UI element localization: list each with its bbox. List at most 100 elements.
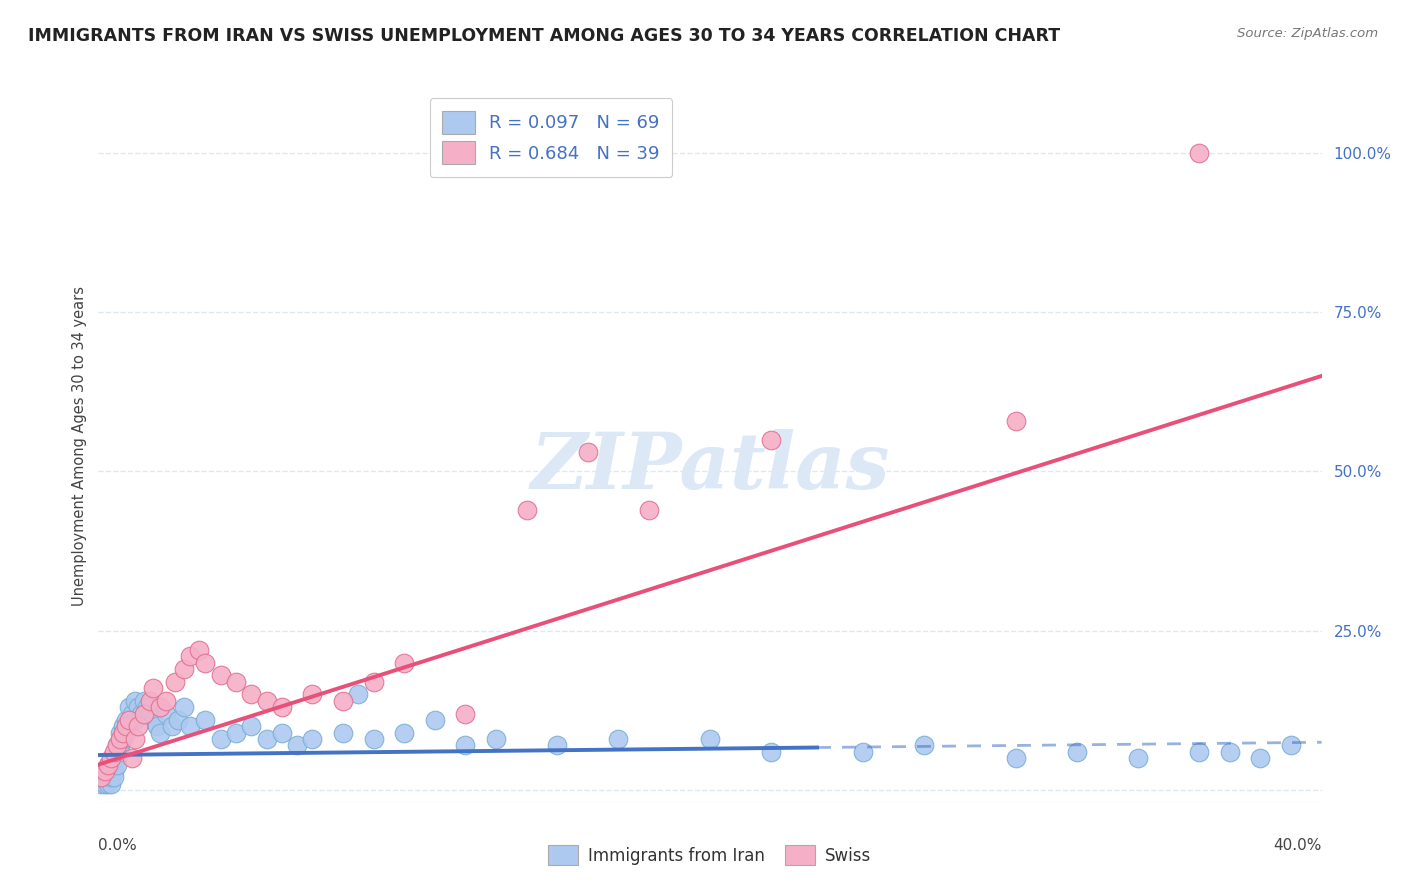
Point — [134, 694, 156, 708]
Point — [392, 725, 416, 739]
Point — [108, 725, 131, 739]
Point — [1219, 745, 1241, 759]
Point — [1279, 739, 1302, 753]
Point — [285, 739, 308, 753]
Point — [93, 777, 115, 791]
Point — [240, 719, 263, 733]
Point — [240, 688, 263, 702]
Point — [139, 694, 162, 708]
Point — [127, 719, 149, 733]
Point — [115, 725, 138, 739]
Point — [699, 732, 721, 747]
Point — [103, 770, 125, 784]
Point — [108, 745, 131, 759]
Point — [209, 668, 232, 682]
Point — [167, 713, 190, 727]
Point — [127, 700, 149, 714]
Point — [105, 739, 128, 753]
Point — [1188, 745, 1211, 759]
Text: ZIPatlas: ZIPatlas — [530, 429, 890, 506]
Point — [93, 764, 115, 778]
Point — [454, 706, 477, 721]
Point — [100, 777, 122, 791]
Point — [607, 732, 630, 747]
Point — [301, 688, 323, 702]
Point — [129, 706, 152, 721]
Point — [145, 719, 167, 733]
Point — [121, 751, 143, 765]
Point — [194, 713, 217, 727]
Point — [1249, 751, 1271, 765]
Point — [160, 719, 183, 733]
Point — [103, 751, 125, 765]
Point — [108, 739, 131, 753]
Point — [1128, 751, 1150, 765]
Point — [115, 713, 138, 727]
Point — [97, 757, 120, 772]
Point — [454, 739, 477, 753]
Point — [179, 649, 201, 664]
Point — [118, 713, 141, 727]
Point — [111, 719, 134, 733]
Point — [173, 662, 195, 676]
Point — [912, 739, 935, 753]
Point — [485, 732, 508, 747]
Legend: Immigrants from Iran, Swiss: Immigrants from Iran, Swiss — [540, 837, 880, 873]
Point — [225, 674, 247, 689]
Point — [1066, 745, 1088, 759]
Point — [111, 725, 134, 739]
Point — [90, 777, 112, 791]
Point — [124, 713, 146, 727]
Point — [179, 719, 201, 733]
Point — [100, 764, 122, 778]
Point — [115, 719, 138, 733]
Point — [103, 764, 125, 778]
Point — [100, 751, 122, 765]
Point — [209, 732, 232, 747]
Point — [142, 681, 165, 695]
Point — [363, 732, 385, 747]
Point — [121, 706, 143, 721]
Point — [256, 694, 278, 708]
Text: 40.0%: 40.0% — [1274, 838, 1322, 853]
Point — [392, 656, 416, 670]
Point — [1188, 145, 1211, 160]
Point — [576, 445, 599, 459]
Point — [225, 725, 247, 739]
Point — [105, 751, 128, 765]
Point — [332, 725, 354, 739]
Point — [100, 770, 122, 784]
Point — [256, 732, 278, 747]
Point — [97, 757, 120, 772]
Point — [163, 674, 186, 689]
Text: 0.0%: 0.0% — [98, 838, 138, 853]
Point — [134, 706, 156, 721]
Point — [637, 502, 661, 516]
Point — [194, 656, 217, 670]
Point — [759, 745, 782, 759]
Point — [516, 502, 538, 516]
Point — [1004, 413, 1026, 427]
Text: Source: ZipAtlas.com: Source: ZipAtlas.com — [1237, 27, 1378, 40]
Point — [155, 694, 177, 708]
Point — [124, 694, 146, 708]
Point — [108, 732, 131, 747]
Point — [136, 700, 159, 714]
Point — [118, 700, 141, 714]
Point — [90, 770, 112, 784]
Point — [124, 732, 146, 747]
Point — [270, 725, 292, 739]
Point — [93, 764, 115, 778]
Point — [103, 745, 125, 759]
Point — [852, 745, 875, 759]
Point — [188, 643, 211, 657]
Point — [149, 725, 172, 739]
Point — [97, 777, 120, 791]
Y-axis label: Unemployment Among Ages 30 to 34 years: Unemployment Among Ages 30 to 34 years — [72, 286, 87, 606]
Point — [155, 706, 177, 721]
Point — [111, 732, 134, 747]
Point — [332, 694, 354, 708]
Point — [139, 706, 162, 721]
Point — [347, 688, 370, 702]
Point — [97, 770, 120, 784]
